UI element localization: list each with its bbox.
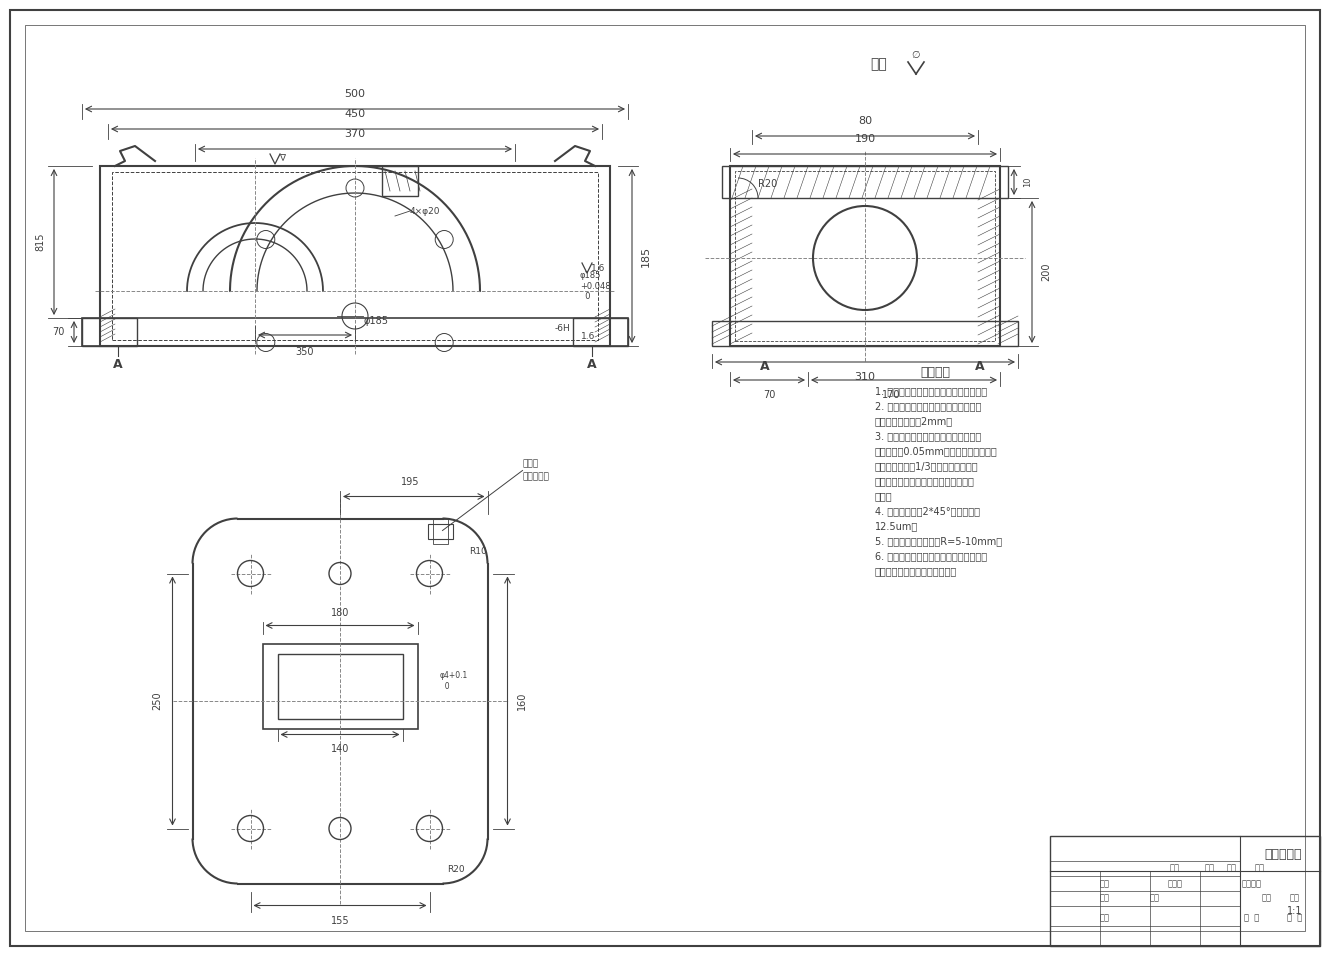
Text: 螺栓孔: 螺栓孔 xyxy=(523,459,539,468)
Text: 签名: 签名 xyxy=(1256,863,1265,873)
Text: R10: R10 xyxy=(469,547,487,555)
Text: 190: 190 xyxy=(854,134,875,144)
Text: 镗孔时结合面处禁放任何衬垫。: 镗孔时结合面处禁放任何衬垫。 xyxy=(875,566,958,576)
Text: 160: 160 xyxy=(516,692,527,710)
Text: 70: 70 xyxy=(52,327,64,337)
Text: 质量: 质量 xyxy=(1262,894,1271,902)
Text: 500: 500 xyxy=(344,89,366,99)
Bar xyxy=(722,166,1008,198)
Text: 1:1: 1:1 xyxy=(1287,906,1303,916)
Text: 3. 应仔细检查机盖与机座剖分面接触的: 3. 应仔细检查机盖与机座剖分面接触的 xyxy=(875,431,982,441)
Text: 70: 70 xyxy=(763,390,775,400)
Text: 1.6: 1.6 xyxy=(591,264,605,272)
Text: R20: R20 xyxy=(447,864,466,874)
Text: 80: 80 xyxy=(858,116,872,126)
Text: R20: R20 xyxy=(758,179,777,189)
Text: 互错位每边不大于2mm；: 互错位每边不大于2mm； xyxy=(875,416,954,426)
Text: φ185
+0.048
  0: φ185 +0.048 0 xyxy=(580,272,610,301)
Bar xyxy=(382,166,418,196)
Text: A: A xyxy=(761,359,770,373)
Bar xyxy=(730,166,1000,346)
Bar xyxy=(278,654,403,719)
Text: 密合性，用0.05mm塞尺塞入深度不得大: 密合性，用0.05mm塞尺塞入深度不得大 xyxy=(875,446,998,456)
Bar xyxy=(82,318,137,346)
Bar xyxy=(100,166,610,346)
Text: A: A xyxy=(975,359,984,373)
Text: 10: 10 xyxy=(1024,177,1032,187)
Bar xyxy=(1049,836,1319,946)
Bar xyxy=(432,518,447,544)
Text: ∅: ∅ xyxy=(912,50,920,60)
Text: 195: 195 xyxy=(400,476,419,487)
Text: 250: 250 xyxy=(153,692,162,710)
Text: 减速器箱盖: 减速器箱盖 xyxy=(1265,848,1302,860)
Bar xyxy=(82,318,628,346)
Text: 5. 未注明铸造圆角半径R=5-10mm；: 5. 未注明铸造圆角半径R=5-10mm； xyxy=(875,536,1001,546)
Text: 4×φ20: 4×φ20 xyxy=(410,206,440,215)
Text: 170: 170 xyxy=(882,390,900,400)
Text: 技术要求: 技术要求 xyxy=(920,366,950,379)
Text: 标记: 标记 xyxy=(1170,863,1180,873)
Text: -6H: -6H xyxy=(555,323,571,333)
Bar xyxy=(112,172,598,340)
Bar xyxy=(735,171,995,341)
Text: ∇: ∇ xyxy=(279,155,285,163)
Bar xyxy=(573,318,628,346)
Text: 比例: 比例 xyxy=(1290,894,1299,902)
Text: 140: 140 xyxy=(331,745,350,754)
Text: 处数: 处数 xyxy=(1205,863,1216,873)
Text: φ185: φ185 xyxy=(363,316,388,326)
Text: 斑点；: 斑点； xyxy=(875,491,892,501)
Text: 4. 未注明倒角为2*45°，粗糙度为: 4. 未注明倒角为2*45°，粗糙度为 xyxy=(875,506,980,516)
Text: 批准: 批准 xyxy=(1150,894,1160,902)
Text: 与机箱配件: 与机箱配件 xyxy=(523,472,549,481)
Text: 阶段标记: 阶段标记 xyxy=(1242,880,1262,888)
Text: 1. 机盖铸成后，清砂，并进行时效处理；: 1. 机盖铸成后，清砂，并进行时效处理； xyxy=(875,386,987,396)
Text: 大  佐: 大 佐 xyxy=(1245,914,1260,923)
Text: 于剖分面宽度的1/3。用涂色法检查接: 于剖分面宽度的1/3。用涂色法检查接 xyxy=(875,461,979,471)
Text: 350: 350 xyxy=(295,347,314,357)
Text: 200: 200 xyxy=(1041,263,1051,281)
Text: 工艺: 工艺 xyxy=(1100,914,1111,923)
Text: 其余: 其余 xyxy=(870,57,887,71)
Text: 370: 370 xyxy=(344,129,366,139)
Bar xyxy=(262,643,418,728)
Text: A: A xyxy=(587,358,597,371)
Text: 310: 310 xyxy=(854,372,875,382)
Text: 815: 815 xyxy=(35,232,45,251)
Text: 6. 与机座联接后，打上定位销进行镗孔。: 6. 与机座联接后，打上定位销进行镗孔。 xyxy=(875,551,987,561)
Bar xyxy=(427,524,452,538)
Text: 标准化: 标准化 xyxy=(1168,880,1182,888)
Text: 12.5um；: 12.5um； xyxy=(875,521,918,531)
Bar xyxy=(712,321,1017,346)
Text: 450: 450 xyxy=(344,109,366,119)
Text: 触面达到每平方厘米面积内不少于一个: 触面达到每平方厘米面积内不少于一个 xyxy=(875,476,975,486)
Text: 审核: 审核 xyxy=(1100,894,1111,902)
Text: 第  张: 第 张 xyxy=(1287,914,1302,923)
Text: 分区: 分区 xyxy=(1228,863,1237,873)
Text: 185: 185 xyxy=(641,246,650,267)
Text: A: A xyxy=(113,358,122,371)
Text: 1.6: 1.6 xyxy=(581,332,596,340)
Text: 155: 155 xyxy=(331,916,350,925)
Text: φ4+0.1
  0: φ4+0.1 0 xyxy=(440,671,468,690)
Text: 设计: 设计 xyxy=(1100,880,1111,888)
Text: 2. 机盖与机座合箱后，边缘应平齐，相: 2. 机盖与机座合箱后，边缘应平齐，相 xyxy=(875,401,982,411)
Text: 180: 180 xyxy=(331,607,350,618)
